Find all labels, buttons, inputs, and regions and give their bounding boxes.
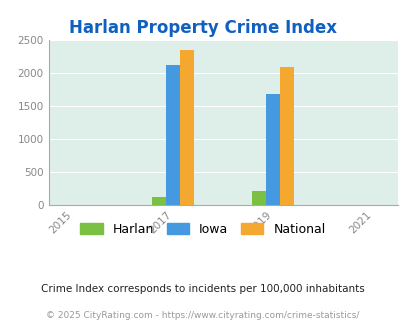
- Bar: [152, 197, 166, 205]
- Bar: [252, 191, 266, 205]
- Text: © 2025 CityRating.com - https://www.cityrating.com/crime-statistics/: © 2025 CityRating.com - https://www.city…: [46, 312, 359, 320]
- Legend: Harlan, Iowa, National: Harlan, Iowa, National: [77, 219, 328, 240]
- Bar: [279, 67, 293, 205]
- Bar: [266, 94, 279, 205]
- Text: Harlan Property Crime Index: Harlan Property Crime Index: [69, 19, 336, 37]
- Bar: [166, 65, 180, 205]
- Bar: [180, 50, 194, 205]
- Text: Crime Index corresponds to incidents per 100,000 inhabitants: Crime Index corresponds to incidents per…: [41, 284, 364, 294]
